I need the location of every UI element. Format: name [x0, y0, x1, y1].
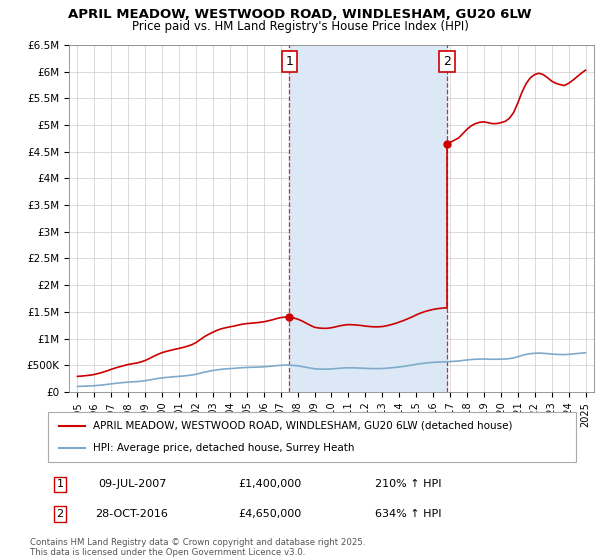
Text: £4,650,000: £4,650,000 — [238, 509, 302, 519]
Text: APRIL MEADOW, WESTWOOD ROAD, WINDLESHAM, GU20 6LW: APRIL MEADOW, WESTWOOD ROAD, WINDLESHAM,… — [68, 8, 532, 21]
Text: 2: 2 — [56, 509, 64, 519]
Text: 634% ↑ HPI: 634% ↑ HPI — [375, 509, 441, 519]
Text: 1: 1 — [56, 479, 64, 489]
Text: 09-JUL-2007: 09-JUL-2007 — [98, 479, 166, 489]
Text: Price paid vs. HM Land Registry's House Price Index (HPI): Price paid vs. HM Land Registry's House … — [131, 20, 469, 32]
Text: 210% ↑ HPI: 210% ↑ HPI — [375, 479, 441, 489]
Bar — [289, 45, 447, 392]
Text: 1: 1 — [286, 55, 293, 68]
Text: Contains HM Land Registry data © Crown copyright and database right 2025.
This d: Contains HM Land Registry data © Crown c… — [30, 538, 365, 557]
Text: HPI: Average price, detached house, Surrey Heath: HPI: Average price, detached house, Surr… — [93, 443, 355, 453]
Text: APRIL MEADOW, WESTWOOD ROAD, WINDLESHAM, GU20 6LW (detached house): APRIL MEADOW, WESTWOOD ROAD, WINDLESHAM,… — [93, 421, 512, 431]
Text: £1,400,000: £1,400,000 — [238, 479, 302, 489]
Text: 2: 2 — [443, 55, 451, 68]
FancyBboxPatch shape — [48, 412, 576, 462]
Text: 28-OCT-2016: 28-OCT-2016 — [95, 509, 169, 519]
